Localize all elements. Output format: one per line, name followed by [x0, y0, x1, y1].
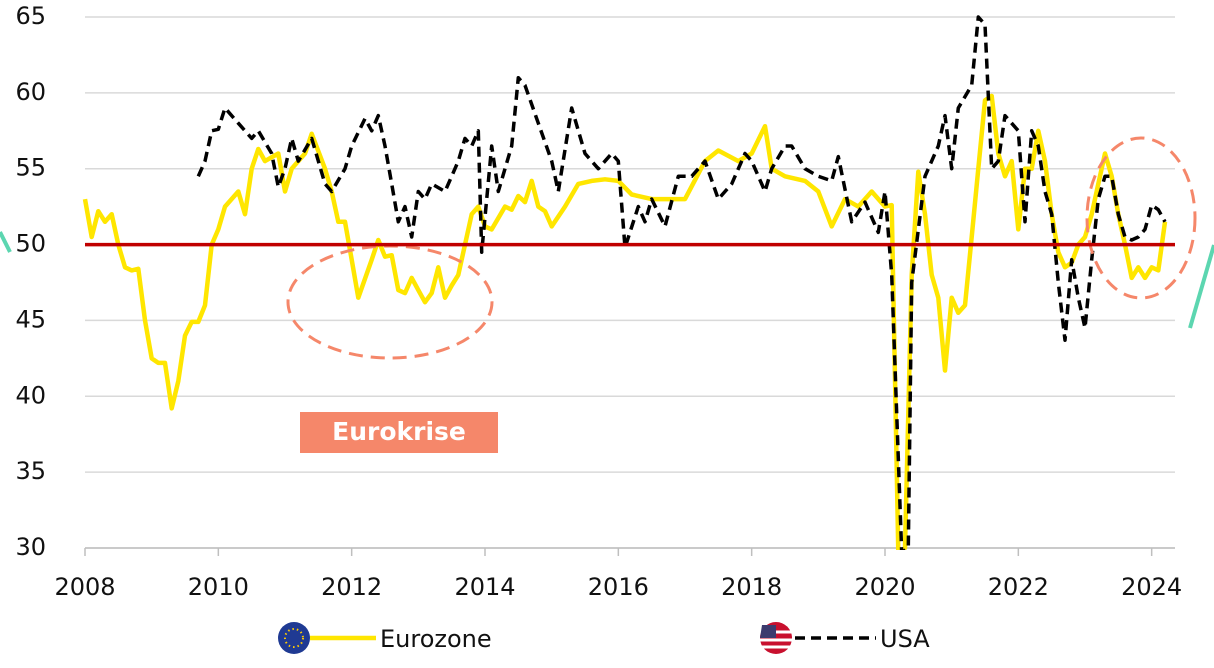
- x-tick-label: 2020: [854, 573, 915, 601]
- highlight-ellipse: [286, 244, 494, 360]
- x-tick-label: 2022: [988, 573, 1049, 601]
- decoration: [0, 231, 12, 253]
- decoration: [1188, 244, 1214, 329]
- x-tick-label: 2014: [454, 573, 515, 601]
- y-tick-label: 55: [15, 154, 46, 182]
- y-tick-label: 40: [15, 381, 46, 409]
- x-tick-label: 2012: [321, 573, 382, 601]
- grid: [84, 16, 1175, 556]
- legend: [278, 622, 792, 654]
- y-tick-label: 50: [15, 230, 46, 258]
- legend-label: Eurozone: [380, 625, 492, 653]
- highlight-ellipse: [1085, 136, 1197, 300]
- series-line: [82, 93, 1168, 550]
- series-line: [196, 15, 1167, 550]
- x-tick-label: 2024: [1121, 573, 1182, 601]
- y-tick-label: 35: [15, 457, 46, 485]
- x-tick-label: 2018: [721, 573, 782, 601]
- us-flag-canton: [760, 625, 776, 638]
- eu-flag-stars: [284, 628, 304, 648]
- x-tick-label: 2008: [54, 573, 115, 601]
- plot: [82, 15, 1168, 550]
- legend-label: USA: [880, 625, 930, 653]
- y-tick-label: 45: [15, 305, 46, 333]
- annotation: Eurokrise: [332, 417, 466, 446]
- eu-flag: [278, 622, 310, 654]
- x-tick-label: 2016: [588, 573, 649, 601]
- annotation-box: [300, 412, 498, 453]
- x-tick-label: 2010: [188, 573, 249, 601]
- y-tick-label: 60: [15, 78, 46, 106]
- y-tick-label: 65: [15, 2, 46, 30]
- y-tick-label: 30: [15, 533, 46, 561]
